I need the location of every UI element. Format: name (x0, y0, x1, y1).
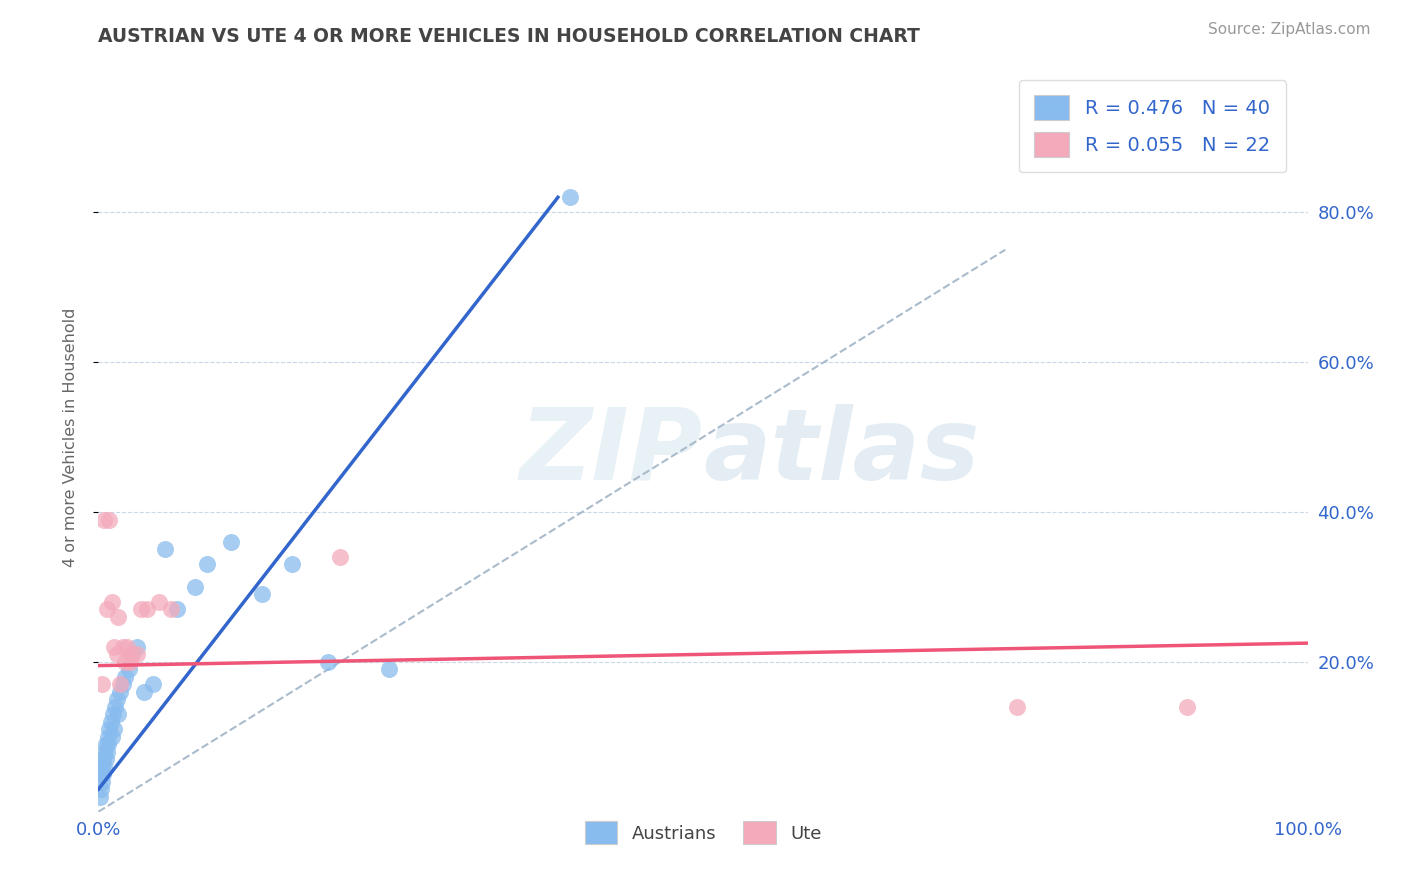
Point (142, 677, 165, 691)
Point (114, 655, 136, 669)
Point (94, 752, 117, 766)
Point (121, 648, 143, 662)
Point (91, 677, 114, 691)
Point (329, 549, 352, 564)
Point (100, 595, 122, 609)
Point (127, 640, 149, 654)
Point (101, 707, 124, 722)
Point (166, 602, 188, 616)
Point (184, 580, 207, 594)
Point (91, 760, 114, 774)
Point (91, 774, 114, 789)
Point (105, 692, 128, 706)
Point (98, 723, 121, 737)
Point (94, 737, 117, 751)
Point (108, 685, 131, 699)
Point (103, 723, 125, 737)
Point (121, 648, 143, 662)
Point (316, 655, 339, 669)
Text: Source: ZipAtlas.com: Source: ZipAtlas.com (1208, 22, 1371, 37)
Point (103, 640, 125, 654)
Point (111, 677, 134, 691)
Point (160, 602, 183, 616)
Legend: Austrians, Ute: Austrians, Ute (569, 806, 837, 859)
Point (281, 558, 304, 572)
Point (107, 610, 129, 624)
Point (111, 640, 134, 654)
Point (148, 595, 170, 609)
Point (89, 789, 111, 804)
Point (98, 512, 121, 526)
Point (100, 714, 122, 729)
Point (91, 752, 114, 766)
Point (127, 648, 149, 662)
Text: atlas: atlas (703, 403, 980, 500)
Point (105, 648, 128, 662)
Point (153, 542, 176, 557)
Point (135, 602, 157, 616)
Point (1175, 699, 1198, 714)
Point (558, 190, 581, 204)
Point (97, 730, 120, 744)
Point (90, 767, 112, 781)
Point (134, 685, 156, 699)
Point (104, 699, 127, 714)
Point (195, 558, 218, 572)
Point (118, 655, 141, 669)
Y-axis label: 4 or more Vehicles in Household: 4 or more Vehicles in Household (63, 308, 77, 566)
Point (93, 745, 115, 759)
Point (221, 535, 243, 549)
Point (250, 587, 273, 601)
Point (118, 662, 141, 676)
Point (377, 662, 399, 676)
Point (100, 730, 122, 744)
Point (129, 602, 152, 616)
Point (108, 677, 131, 691)
Point (91, 767, 114, 781)
Point (1007, 699, 1029, 714)
Point (107, 707, 129, 722)
Point (96, 745, 118, 759)
Point (117, 640, 139, 654)
Point (96, 602, 118, 616)
Point (93, 760, 115, 774)
Point (93, 512, 115, 526)
Point (114, 670, 136, 684)
Point (97, 737, 120, 751)
Point (90, 782, 112, 797)
Text: AUSTRIAN VS UTE 4 OR MORE VEHICLES IN HOUSEHOLD CORRELATION CHART: AUSTRIAN VS UTE 4 OR MORE VEHICLES IN HO… (98, 27, 921, 45)
Text: ZIP: ZIP (520, 403, 703, 500)
